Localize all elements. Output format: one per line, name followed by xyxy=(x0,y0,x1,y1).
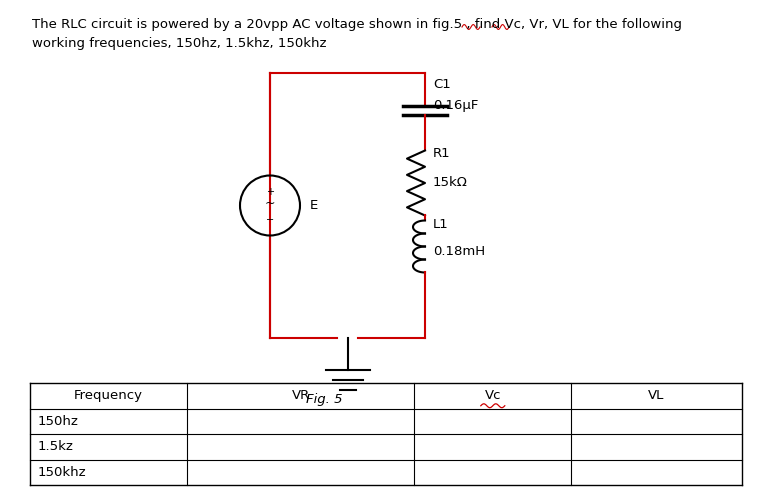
Text: +: + xyxy=(266,187,274,198)
Text: 1.5kz: 1.5kz xyxy=(38,440,74,453)
Text: 0.16μF: 0.16μF xyxy=(433,100,479,112)
Text: L1: L1 xyxy=(433,218,449,232)
Text: working frequencies, 150hz, 1.5khz, 150khz: working frequencies, 150hz, 1.5khz, 150k… xyxy=(32,37,327,50)
Text: Vc: Vc xyxy=(485,389,501,402)
Text: E: E xyxy=(310,199,318,212)
Text: 150hz: 150hz xyxy=(38,415,79,428)
Text: R1: R1 xyxy=(433,147,451,161)
Text: ~: ~ xyxy=(265,197,276,210)
Text: VR: VR xyxy=(292,389,310,402)
Text: Fig. 5: Fig. 5 xyxy=(306,393,343,406)
Text: 0.18mH: 0.18mH xyxy=(433,245,485,258)
Text: −: − xyxy=(266,214,274,224)
Text: C1: C1 xyxy=(433,78,451,91)
Text: 15kΩ: 15kΩ xyxy=(433,176,468,189)
Text: VL: VL xyxy=(648,389,665,402)
Text: 150khz: 150khz xyxy=(38,466,86,479)
Text: Frequency: Frequency xyxy=(74,389,143,402)
Text: The RLC circuit is powered by a 20vpp AC voltage shown in fig.5 , find Vc, Vr, V: The RLC circuit is powered by a 20vpp AC… xyxy=(32,18,682,31)
